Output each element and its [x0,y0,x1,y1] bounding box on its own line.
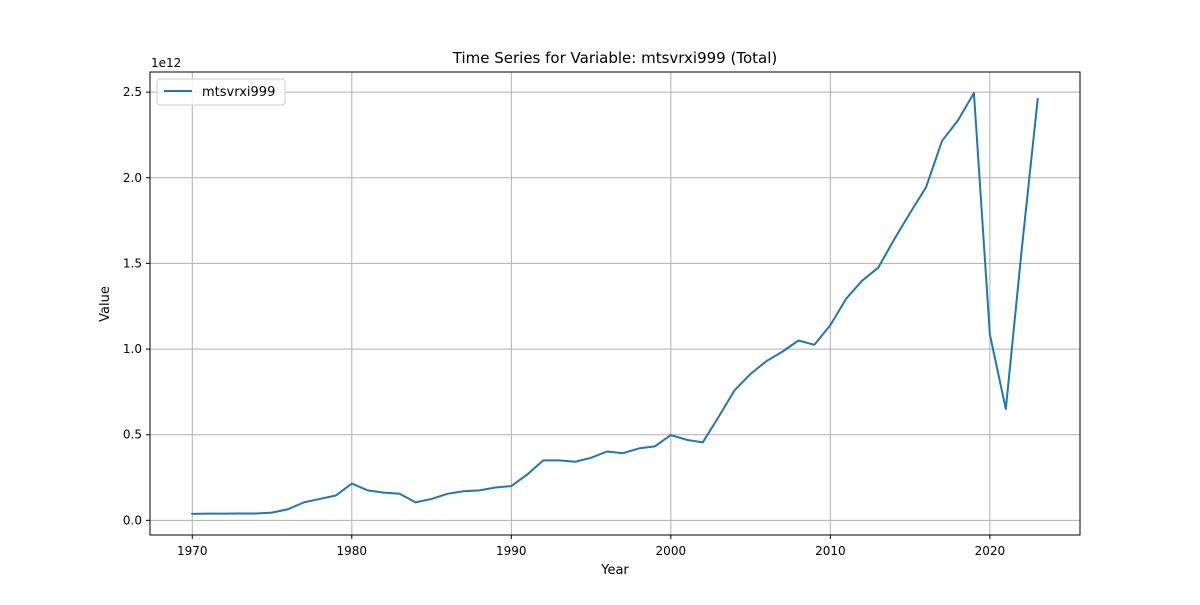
series-layer [191,91,1039,515]
x-tick-label: 2010 [815,544,846,558]
x-axis-label: Year [600,563,629,578]
y-tick-label: 0.0 [123,513,142,527]
x-tick-label: 1990 [496,544,527,558]
y-tick-label: 0.5 [123,428,142,442]
grid-lines [150,72,1080,535]
y-tick-label: 1.5 [123,256,142,270]
x-tick-label: 1970 [177,544,208,558]
y-tick-label: 2.0 [123,171,142,185]
y-tick-label: 1.0 [123,342,142,356]
y-axis-label: Value [98,286,113,322]
tick-marks [146,91,991,539]
x-tick-label: 2000 [656,544,687,558]
legend-label-mtsvrxi999: mtsvrxi999 [202,85,275,100]
y-tick-labels: 0.0 0.5 1.0 1.5 2.0 2.5 [123,85,142,527]
y-axis-offset-label: 1e12 [151,56,181,70]
series-line-mtsvrxi999 [191,91,1039,515]
x-tick-label: 2020 [975,544,1006,558]
x-tick-label: 1980 [337,544,368,558]
y-tick-label: 2.5 [123,85,142,99]
x-tick-labels: 1970 1980 1990 2000 2010 2020 [177,544,1005,558]
legend-box [156,78,286,106]
chart-title: Time Series for Variable: mtsvrxi999 (To… [452,49,777,67]
plot-frame [149,71,1081,536]
legend: mtsvrxi999 [156,78,286,106]
